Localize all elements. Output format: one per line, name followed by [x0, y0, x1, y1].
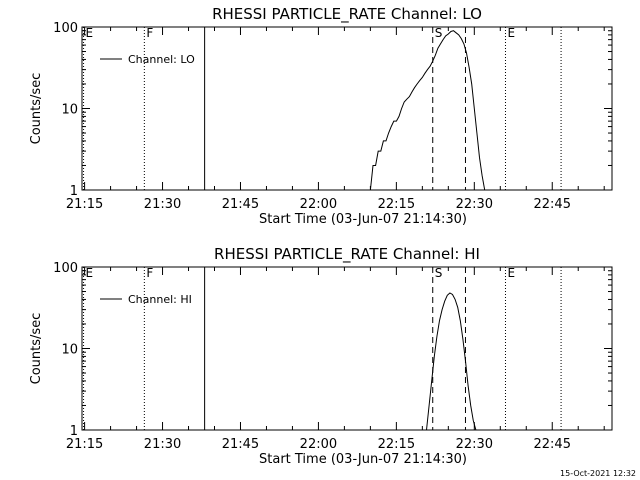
series-line — [369, 30, 486, 191]
y-tick-label: 100 — [53, 261, 78, 276]
y-axis-label: Counts/sec — [29, 73, 44, 145]
x-tick-label: 22:45 — [534, 197, 571, 212]
x-tick-label: 22:15 — [378, 197, 415, 212]
plot-frame — [81, 26, 613, 191]
y-tick-label: 1 — [70, 424, 78, 439]
x-tick-label: 21:45 — [222, 197, 259, 212]
legend-label: Channel: HI — [128, 293, 192, 306]
panel-hi: RHESSI PARTICLE_RATE Channel: HI 1 10 100 21… — [29, 245, 613, 467]
y-tick-label: 100 — [53, 21, 78, 36]
x-tick-label: 22:45 — [534, 437, 571, 452]
x-tick-label: 22:30 — [456, 197, 493, 212]
x-tick-label: 21:15 — [66, 197, 103, 212]
marker-label: F — [146, 26, 153, 40]
x-tick-label: 22:15 — [378, 437, 415, 452]
x-tick-label: 21:15 — [66, 437, 103, 452]
marker-label: E — [507, 266, 515, 280]
x-tick-label: 22:00 — [300, 437, 337, 452]
marker-label: F — [146, 266, 153, 280]
marker-label: E — [507, 26, 515, 40]
y-axis-label: Counts/sec — [29, 313, 44, 385]
x-tick-label: 21:30 — [144, 197, 181, 212]
x-axis-label: Start Time (03-Jun-07 21:14:30) — [259, 452, 467, 467]
panel-lo: RHESSI PARTICLE_RATE Channel: LO 1 10 100 21… — [29, 5, 613, 227]
x-tick-label: 21:30 — [144, 437, 181, 452]
marker-label: E — [86, 26, 94, 40]
x-axis-label: Start Time (03-Jun-07 21:14:30) — [259, 212, 467, 227]
series-line — [426, 292, 477, 431]
marker-label: S — [435, 266, 443, 280]
marker-label: S — [435, 26, 443, 40]
x-tick-label: 21:45 — [222, 437, 259, 452]
y-tick-label: 10 — [61, 103, 78, 118]
y-tick-label: 10 — [61, 343, 78, 358]
marker-label: E — [86, 266, 94, 280]
x-tick-label: 22:30 — [456, 437, 493, 452]
y-tick-label: 1 — [70, 184, 78, 199]
timestamp: 15-Oct-2021 12:32 — [560, 469, 636, 478]
chart-title: RHESSI PARTICLE_RATE Channel: LO — [212, 5, 482, 24]
chart-title: RHESSI PARTICLE_RATE Channel: HI — [214, 245, 480, 264]
legend-label: Channel: LO — [128, 53, 195, 66]
plot-frame — [81, 266, 613, 431]
x-tick-label: 22:00 — [300, 197, 337, 212]
